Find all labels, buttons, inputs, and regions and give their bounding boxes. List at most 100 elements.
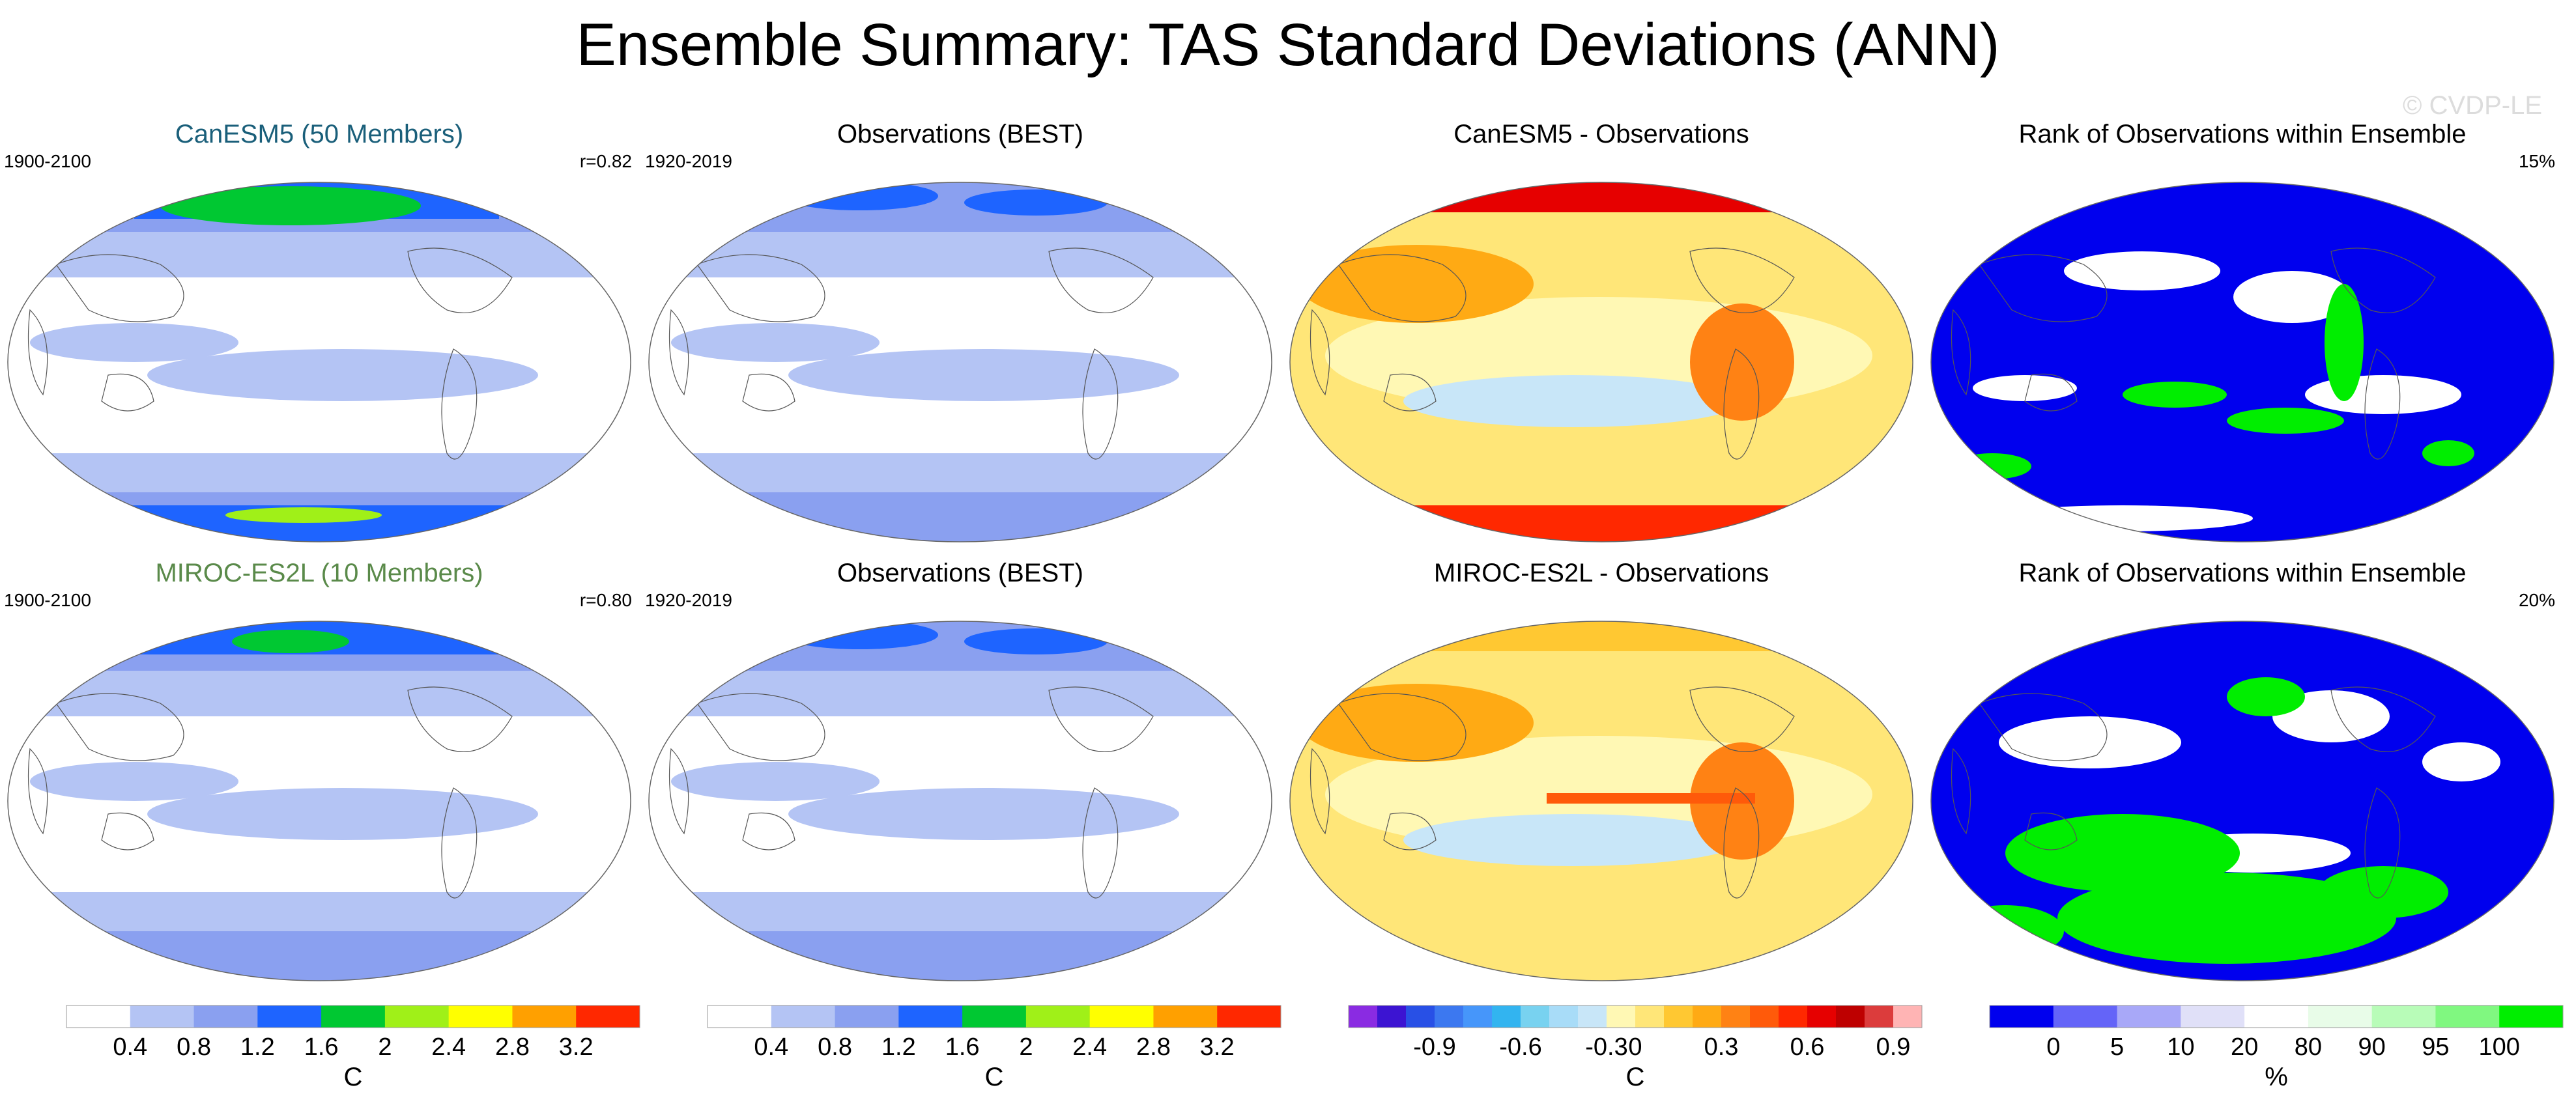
colorbar-tick-label: 2.4 (1072, 1033, 1107, 1061)
map-field-high (2005, 814, 2240, 892)
colorbar-swatch (2181, 1005, 2245, 1028)
colorbar-swatch (1990, 1005, 2054, 1028)
map-field-mid (2422, 742, 2500, 781)
map-field-high (2422, 440, 2474, 466)
colorbar-tick-label: 1.6 (945, 1033, 980, 1061)
coastline (1048, 686, 1154, 752)
coastline (1723, 787, 1760, 899)
map-field-warm2 (1690, 303, 1794, 421)
colorbar-tick-label: 1.2 (240, 1033, 275, 1061)
colorbar-tick-label: 0.9 (1876, 1033, 1911, 1061)
panel-miroc-diff: MIROC-ES2L - Observations (1286, 556, 1917, 986)
coastline (1951, 748, 1971, 835)
colorbar-tick-label: 2 (1019, 1033, 1033, 1061)
colorbar-swatch (898, 1005, 963, 1028)
colorbar-unit: C (1625, 1063, 1645, 1091)
colorbar-tick-label: 1.2 (881, 1033, 916, 1061)
map-field-high (1953, 453, 2031, 479)
map-field-arctic (649, 621, 1272, 671)
coastline (1309, 748, 1330, 835)
panel-period: 1900-2100 (4, 590, 91, 610)
figure-title: Ensemble Summary: TAS Standard Deviation… (576, 12, 2000, 78)
map-field-tropic (788, 788, 1179, 840)
colorbar-swatch (2117, 1005, 2181, 1028)
colorbar-swatch (1549, 1005, 1579, 1028)
coastline (407, 686, 513, 752)
map-field-mid (2305, 375, 2461, 414)
colorbar-tick-label: 0 (2046, 1033, 2060, 1061)
coastline (27, 748, 48, 835)
map-field-arctic (649, 182, 1272, 232)
colorbar-swatch (2371, 1005, 2436, 1028)
colorbar-unit: C (343, 1063, 363, 1091)
coastline (441, 787, 478, 899)
colorbar-swatch (321, 1005, 386, 1028)
colorbar-swatch (512, 1005, 577, 1028)
colorbar-swatch (1721, 1005, 1751, 1028)
panel-period: 1920-2019 (645, 151, 732, 171)
colorbar-swatch (193, 1005, 258, 1028)
coastline (696, 693, 825, 761)
map-outline (7, 182, 631, 542)
colorbar-swatch (1406, 1005, 1435, 1028)
coastline (441, 348, 478, 460)
colorbar-tick-label: 0.6 (1790, 1033, 1825, 1061)
colorbar-tick-label: 0.4 (113, 1033, 147, 1061)
map-field-cool (1403, 375, 1742, 427)
colorbar-unit: % (2265, 1063, 2288, 1091)
colorbar-swatch (2308, 1005, 2373, 1028)
coastline (2024, 812, 2078, 850)
panel-title: CanESM5 (50 Members) (175, 120, 464, 148)
map-field-antarctic (8, 931, 631, 981)
coastline (1689, 247, 1795, 313)
colorbar-tick-label: 0.8 (818, 1033, 852, 1061)
coastline (1979, 254, 2108, 322)
map-outline (7, 621, 631, 981)
colorbar-swatch (1635, 1005, 1665, 1028)
coastline (742, 373, 795, 412)
map-field-mid (2064, 251, 2220, 290)
colorbar-frame (1989, 1005, 2564, 1028)
colorbar-swatch (1492, 1005, 1521, 1028)
colorbar-tick-label: 100 (2479, 1033, 2520, 1061)
map-field-antarctic (1290, 944, 1913, 981)
colorbar-swatch (2435, 1005, 2500, 1028)
map-outline (1930, 182, 2555, 542)
colorbar-swatch (1521, 1005, 1550, 1028)
colorbar-swatch (1578, 1005, 1607, 1028)
coastline (696, 254, 825, 322)
colorbar-swatch (962, 1005, 1027, 1028)
map-field-tropic2 (671, 762, 880, 801)
coastline (1082, 787, 1119, 899)
map-field-high (1947, 905, 2064, 957)
coastline (1082, 348, 1119, 460)
colorbar-std-2: 0.4 0.8 1.2 1.6 2 2.4 2.8 3.2 C (681, 1004, 1307, 1102)
coastline (101, 812, 154, 850)
map-field-high (2227, 677, 2305, 716)
coastline (742, 812, 795, 850)
panel-rank-percent: 20% (2518, 590, 2555, 610)
coastline (2024, 373, 2078, 412)
coastline (2364, 348, 2401, 460)
panel-title: Rank of Observations within Ensemble (2018, 559, 2467, 587)
map-field-mid (1973, 375, 2077, 401)
map-outline (1930, 621, 2555, 981)
map-outline (1289, 621, 1913, 981)
colorbar-swatch (1693, 1005, 1722, 1028)
colorbar-swatch (448, 1005, 513, 1028)
coastline (101, 373, 154, 412)
colorbar-std-1: 0.4 0.8 1.2 1.6 2 2.4 2.8 3.2 C (40, 1004, 666, 1102)
colorbar-swatch (1153, 1005, 1218, 1028)
map-field-peak2 (134, 621, 186, 633)
coastline (1048, 247, 1154, 313)
colorbar-swatch (708, 1005, 772, 1028)
map-field-high (2227, 408, 2344, 434)
colorbar-swatch (835, 1005, 899, 1028)
panel-canesm5-obs: Observations (BEST) 1920-2019 (645, 117, 1276, 547)
map-bg (1931, 182, 2554, 542)
colorbar-tick-label: -0.3 (1585, 1033, 1627, 1061)
colorbar-tick-label: 2.8 (495, 1033, 530, 1061)
colorbar-tick-label: 0 (1628, 1033, 1642, 1061)
colorbar-diff: -0.9 -0.6 -0.3 0 0.3 0.6 0.9 C (1323, 1004, 1948, 1102)
panel-title: MIROC-ES2L - Observations (1433, 559, 1769, 587)
